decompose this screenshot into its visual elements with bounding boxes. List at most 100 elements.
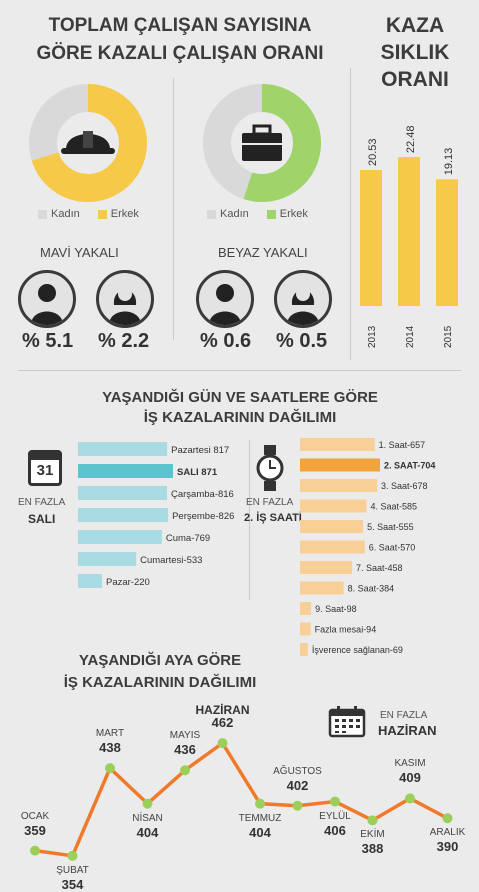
briefcase-icon <box>242 124 282 161</box>
hours-bar-chart: 1. Saat-657 2. SAAT-704 3. Saat-678 4. Saat… <box>300 438 435 656</box>
kaza-title-line2: SIKLIK <box>380 41 450 64</box>
day-label: Perşembe-826 <box>172 511 234 522</box>
male-person-icon <box>18 270 76 328</box>
blue-collar-label: MAVİ YAKALI <box>40 245 119 260</box>
month-name: EYLÜL <box>319 810 351 822</box>
month-note-line1: EN FAZLA <box>380 710 428 721</box>
day-bar <box>78 552 137 566</box>
month-value: 436 <box>174 742 196 758</box>
blue-female-pct: % 2.2 <box>98 330 150 352</box>
month-value: 402 <box>286 777 309 793</box>
month-note-line2: HAZİRAN <box>378 723 437 738</box>
female-swatch <box>38 209 47 219</box>
calendar-number: 31 <box>36 462 54 479</box>
day-bar <box>78 464 173 478</box>
divider <box>249 440 250 600</box>
hour-bar <box>300 438 375 451</box>
month-name: MART <box>95 728 125 740</box>
hour-label: İşverence sağlanan-69 <box>312 645 403 655</box>
calendar-icon <box>328 706 366 738</box>
hour-bar <box>300 458 380 472</box>
blue-legend: Kadın Erkek <box>38 208 139 220</box>
hour-label: Fazla mesai-94 <box>315 625 377 635</box>
hour-bar <box>300 561 353 574</box>
white-legend: Kadın Erkek <box>207 208 308 220</box>
male-share-arc <box>203 84 321 202</box>
month-value: 404 <box>249 824 271 840</box>
hour-bar <box>300 499 367 513</box>
hard-hat-icon <box>61 131 115 154</box>
month-name: KASIM <box>394 758 426 770</box>
legend-female: Kadın <box>51 208 80 220</box>
hour-label: 8. Saat-384 <box>348 584 395 594</box>
section2-title-line2: İŞ KAZALARININ DAĞILIMI <box>143 409 337 426</box>
day-bar <box>78 486 168 500</box>
kaza-bar <box>436 179 458 306</box>
day-bar <box>78 508 169 522</box>
month-value: 438 <box>99 740 121 756</box>
month-point <box>292 800 303 811</box>
day-note-line1: EN FAZLA <box>18 497 66 508</box>
male-person-icon <box>196 270 254 328</box>
month-point <box>67 850 78 861</box>
blue-collar-donut <box>29 84 147 202</box>
male-share-arc <box>29 84 147 202</box>
female-person-icon <box>96 270 154 328</box>
day-label: Çarşamba-816 <box>171 489 234 500</box>
month-name: TEMMUZ <box>238 812 282 824</box>
day-bar <box>78 574 102 588</box>
month-point <box>405 793 415 804</box>
month-name: EKİM <box>360 829 385 841</box>
section3-title-line2: İŞ KAZALARININ DAĞILIMI <box>63 674 257 691</box>
blue-male-pct: % 5.1 <box>22 330 74 352</box>
hour-label: 3. Saat-678 <box>381 481 428 491</box>
hour-bar <box>300 643 308 656</box>
section2-title-line1: YAŞANDIĞI GÜN VE SAATLERE GÖRE <box>102 389 378 406</box>
month-value: 404 <box>136 824 159 840</box>
section1-title-line1: TOPLAM ÇALIŞAN SAYISINA <box>48 15 312 36</box>
day-label: SALI 871 <box>177 467 218 478</box>
hour-bar <box>300 540 365 554</box>
kaza-title-line3: ORANI <box>381 68 449 91</box>
hour-label: 2. SAAT-704 <box>384 461 435 471</box>
divider <box>173 78 174 340</box>
day-label: Cuma-769 <box>166 533 210 544</box>
month-point <box>30 845 40 856</box>
hour-label: 4. Saat-585 <box>370 502 417 512</box>
day-label: Pazar-220 <box>106 577 150 588</box>
month-value: 354 <box>61 876 84 892</box>
female-swatch <box>207 209 216 219</box>
month-value: 406 <box>324 822 346 838</box>
month-value: 359 <box>24 822 46 838</box>
day-bar <box>78 530 162 544</box>
calendar-icon: 31 <box>28 450 62 486</box>
kaza-value-label: 22.48 <box>405 126 417 154</box>
legend-female: Kadın <box>220 208 249 220</box>
section3-title-line1: YAŞANDIĞI AYA GÖRE <box>78 652 242 669</box>
month-name: NİSAN <box>132 812 163 824</box>
day-label: Cumartesi-533 <box>140 555 202 566</box>
hour-label: 6. Saat-570 <box>369 543 416 553</box>
month-point <box>217 738 228 749</box>
male-swatch <box>266 209 276 219</box>
hour-bar <box>300 602 312 615</box>
hour-label: 5. Saat-555 <box>367 522 414 532</box>
legend-male: Erkek <box>279 208 308 220</box>
hour-label: 7. Saat-458 <box>356 563 403 573</box>
legend-male: Erkek <box>110 208 139 220</box>
hour-bar <box>300 622 311 636</box>
section3-title: YAŞANDIĞI AYA GÖRE İŞ KAZALARININ DAĞILI… <box>30 650 290 694</box>
section1-title: TOPLAM ÇALIŞAN SAYISINA GÖRE KAZALI ÇALI… <box>20 12 340 68</box>
month-name: OCAK <box>20 810 50 822</box>
hour-bar <box>300 520 364 533</box>
month-name: ARALIK <box>429 827 466 839</box>
white-collar-donut <box>203 84 321 202</box>
month-line <box>34 741 449 858</box>
section2-title: YAŞANDIĞI GÜN VE SAATLERE GÖRE İŞ KAZALA… <box>40 388 440 428</box>
kaza-value-label: 19.13 <box>443 148 455 176</box>
section1-title-line2: GÖRE KAZALI ÇALIŞAN ORANI <box>36 43 324 64</box>
kaza-bar-chart: 20.53 2013 22.48 2014 19.13 2015 <box>360 126 458 348</box>
month-point <box>142 798 153 809</box>
kaza-title: KAZA SIKLIK ORANI <box>355 12 475 93</box>
month-name: ŞUBAT <box>56 864 89 876</box>
